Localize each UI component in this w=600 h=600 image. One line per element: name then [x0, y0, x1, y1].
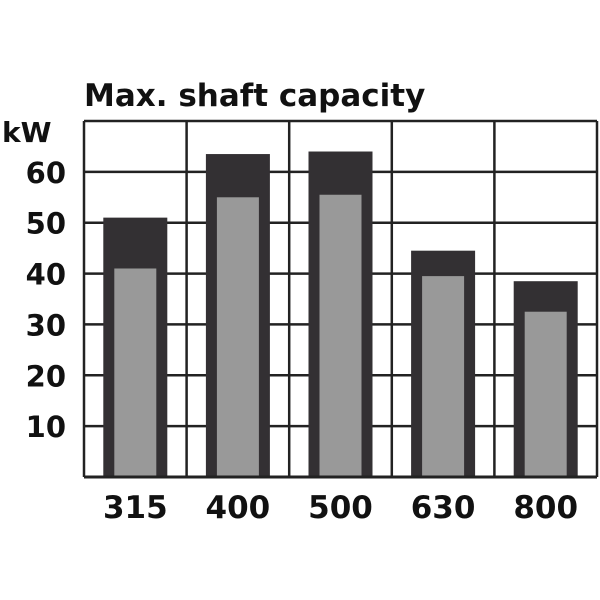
x-tick-label: 400	[206, 490, 271, 526]
x-tick-label: 800	[513, 490, 578, 526]
bars	[103, 151, 578, 478]
x-axis-ticks: 315 400 500 630 800	[103, 490, 578, 526]
y-axis-unit-label: kW	[2, 116, 52, 149]
x-tick-label: 315	[103, 490, 168, 526]
bar-inner-500	[319, 194, 362, 477]
y-tick-label: 60	[26, 156, 66, 190]
bar-inner-315	[114, 268, 157, 477]
y-tick-label: 40	[26, 258, 66, 292]
y-tick-label: 20	[26, 359, 66, 393]
bar-inner-630	[422, 276, 465, 477]
y-tick-label: 10	[26, 410, 66, 444]
bar-inner-400	[216, 197, 259, 478]
chart-title: Max. shaft capacity	[84, 78, 425, 114]
bar-inner-800	[524, 311, 567, 477]
y-axis-ticks: 10 20 30 40 50 60	[26, 156, 66, 444]
y-tick-label: 30	[26, 308, 66, 342]
x-tick-label: 500	[308, 490, 373, 526]
y-tick-label: 50	[26, 207, 66, 241]
x-tick-label: 630	[411, 490, 476, 526]
